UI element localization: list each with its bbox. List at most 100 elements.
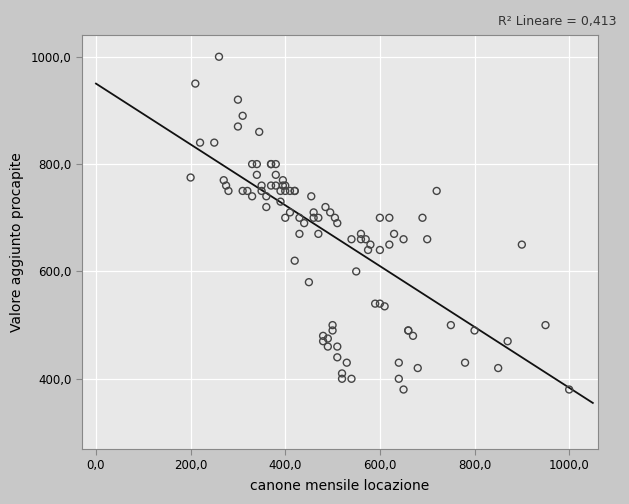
Point <box>233 96 243 104</box>
Text: R² Lineare = 0,413: R² Lineare = 0,413 <box>498 15 616 28</box>
Point <box>503 337 513 345</box>
Point <box>191 80 201 88</box>
Point <box>399 386 409 394</box>
Point <box>252 160 262 168</box>
Point <box>290 187 300 195</box>
Point <box>285 208 295 216</box>
Point <box>394 375 404 383</box>
Point <box>309 208 319 216</box>
Point <box>363 246 373 254</box>
Point <box>375 299 385 307</box>
Point <box>257 181 267 190</box>
Point <box>347 235 357 243</box>
Point <box>337 369 347 377</box>
Point <box>328 327 338 335</box>
Point <box>318 332 328 340</box>
Point <box>360 235 370 243</box>
Point <box>266 181 276 190</box>
Point <box>469 327 479 335</box>
Point <box>270 171 281 179</box>
Point <box>446 321 456 329</box>
Point <box>214 53 224 61</box>
Point <box>270 160 281 168</box>
Point <box>318 337 328 345</box>
Point <box>323 335 333 343</box>
Point <box>276 198 286 206</box>
Point <box>299 219 309 227</box>
Point <box>351 268 361 276</box>
Point <box>223 187 233 195</box>
Point <box>394 359 404 367</box>
Point <box>370 299 380 307</box>
Point <box>290 187 300 195</box>
Point <box>285 187 295 195</box>
Point <box>356 235 366 243</box>
Point <box>306 192 316 200</box>
Point <box>564 386 574 394</box>
Point <box>254 128 264 136</box>
Point <box>195 139 205 147</box>
Point <box>280 187 290 195</box>
Point <box>294 214 304 222</box>
Point <box>209 139 220 147</box>
Point <box>313 230 323 238</box>
Point <box>219 176 229 184</box>
Point <box>389 230 399 238</box>
Point <box>261 192 271 200</box>
Point <box>408 332 418 340</box>
Point <box>313 214 323 222</box>
Point <box>379 302 389 310</box>
Point <box>247 192 257 200</box>
Point <box>233 122 243 131</box>
Point <box>540 321 550 329</box>
Point <box>493 364 503 372</box>
Point <box>325 208 335 216</box>
Point <box>403 327 413 335</box>
Point <box>247 160 257 168</box>
Point <box>356 230 366 238</box>
Point <box>347 375 357 383</box>
Point <box>332 353 342 361</box>
Point <box>460 359 470 367</box>
Point <box>332 219 342 227</box>
Point <box>278 181 288 190</box>
Point <box>332 343 342 351</box>
Point <box>238 112 248 120</box>
Point <box>418 214 428 222</box>
Point <box>309 214 319 222</box>
Point <box>257 187 267 195</box>
Point <box>266 160 276 168</box>
Y-axis label: Valore aggiunto procapite: Valore aggiunto procapite <box>9 152 24 332</box>
Point <box>384 214 394 222</box>
X-axis label: canone mensile locazione: canone mensile locazione <box>250 479 429 493</box>
Point <box>242 187 252 195</box>
Point <box>280 181 290 190</box>
Point <box>320 203 330 211</box>
Point <box>323 343 333 351</box>
Point <box>304 278 314 286</box>
Point <box>517 240 527 248</box>
Point <box>328 321 338 329</box>
Point <box>221 181 231 190</box>
Point <box>422 235 432 243</box>
Point <box>280 214 290 222</box>
Point <box>375 246 385 254</box>
Point <box>252 171 262 179</box>
Point <box>342 359 352 367</box>
Point <box>278 176 288 184</box>
Point <box>276 187 286 195</box>
Point <box>238 187 248 195</box>
Point <box>413 364 423 372</box>
Point <box>365 240 376 248</box>
Point <box>431 187 442 195</box>
Point <box>290 257 300 265</box>
Point <box>186 173 196 181</box>
Point <box>294 230 304 238</box>
Point <box>384 240 394 248</box>
Point <box>261 203 271 211</box>
Point <box>337 375 347 383</box>
Point <box>270 181 281 190</box>
Point <box>375 214 385 222</box>
Point <box>399 235 409 243</box>
Point <box>403 327 413 335</box>
